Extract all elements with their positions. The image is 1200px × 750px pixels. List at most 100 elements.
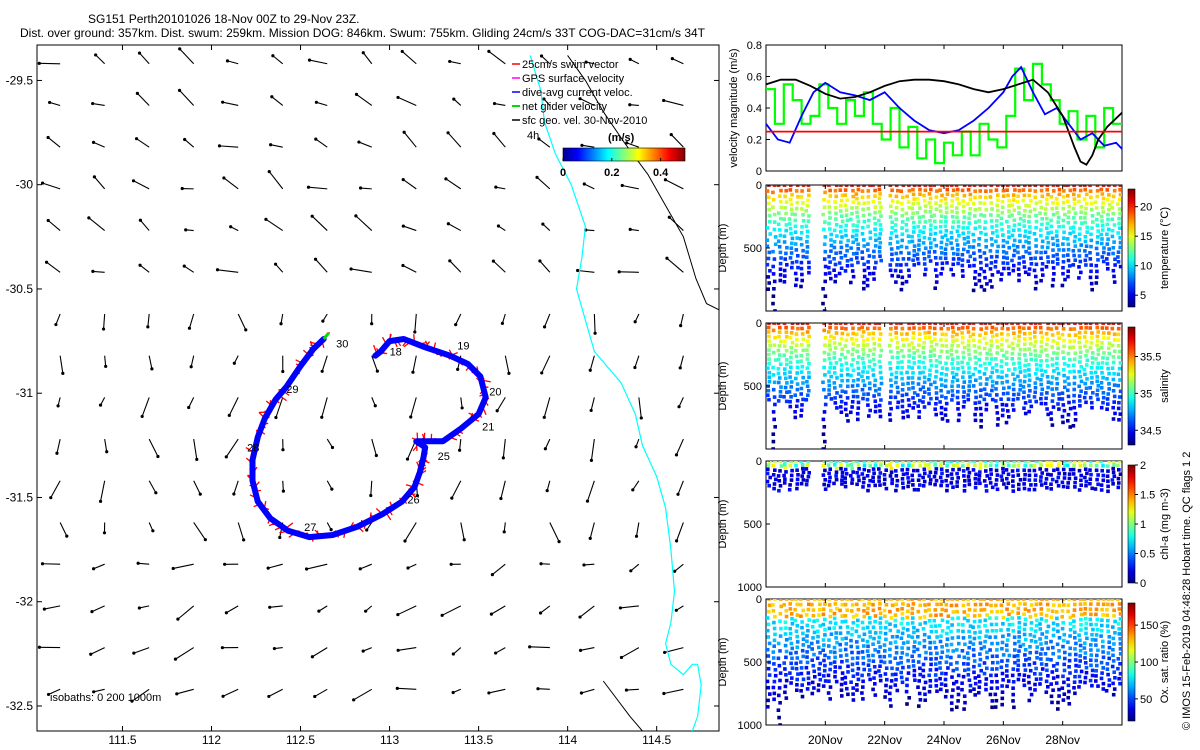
velocity-vector bbox=[622, 184, 639, 190]
profile-point bbox=[832, 341, 837, 345]
profile-point bbox=[1005, 607, 1009, 612]
profile-point bbox=[1095, 252, 1100, 256]
profile-point bbox=[801, 470, 806, 475]
profile-point bbox=[866, 260, 870, 264]
profile-point bbox=[772, 350, 776, 355]
velocity-vector bbox=[448, 223, 462, 232]
profile-point bbox=[1116, 338, 1121, 342]
profile-point bbox=[1107, 323, 1111, 325]
vector-head bbox=[588, 536, 592, 541]
profile-point bbox=[862, 392, 866, 396]
profile-point bbox=[1033, 256, 1037, 260]
profile-point bbox=[878, 471, 883, 475]
legend-item-gps: GPS surface velocity bbox=[512, 73, 625, 85]
profile-point bbox=[988, 476, 992, 481]
y-tick-label: -32 bbox=[16, 595, 34, 609]
profile-point bbox=[879, 227, 883, 232]
profile-point bbox=[950, 384, 954, 389]
profile-point bbox=[995, 648, 999, 652]
profile-point bbox=[955, 215, 959, 220]
profile-point bbox=[878, 332, 883, 336]
profile-point bbox=[790, 192, 794, 197]
vector-head bbox=[281, 369, 285, 374]
profile-point bbox=[1066, 376, 1070, 380]
profile-point bbox=[946, 390, 950, 394]
profile-point bbox=[810, 625, 815, 629]
velocity-vector bbox=[136, 138, 150, 148]
profile-point bbox=[862, 274, 867, 279]
profile-point bbox=[967, 482, 972, 487]
profile-point bbox=[982, 661, 987, 665]
profile-point bbox=[790, 260, 795, 265]
profile-point bbox=[868, 630, 872, 634]
profile-point bbox=[934, 684, 939, 688]
profile-point bbox=[1051, 260, 1055, 264]
profile-point bbox=[1099, 634, 1103, 638]
vector-head bbox=[624, 688, 629, 692]
profile-point bbox=[907, 205, 912, 210]
profile-point bbox=[807, 334, 811, 339]
profile-point bbox=[927, 608, 931, 612]
profile-point bbox=[990, 680, 994, 684]
profile-point bbox=[995, 219, 999, 223]
profile-point bbox=[1044, 635, 1049, 640]
profile-point bbox=[940, 343, 945, 348]
profile-point bbox=[1011, 397, 1016, 402]
profile-point bbox=[968, 461, 973, 463]
profile-point bbox=[1089, 244, 1093, 249]
profile-point bbox=[990, 325, 995, 330]
profile-point bbox=[1112, 349, 1117, 353]
vector-head bbox=[267, 694, 271, 699]
profile-point bbox=[1094, 275, 1099, 279]
profile-point bbox=[1052, 468, 1056, 473]
profile-point bbox=[777, 693, 781, 698]
profile-point bbox=[1082, 646, 1087, 650]
profile-point bbox=[929, 662, 933, 667]
velocity-vector bbox=[449, 60, 461, 65]
profile-point bbox=[857, 467, 861, 471]
profile-point bbox=[1084, 325, 1088, 330]
profile-point bbox=[815, 656, 820, 660]
profile-point bbox=[772, 380, 777, 385]
profile-point bbox=[1039, 359, 1043, 363]
profile-point bbox=[1096, 648, 1100, 653]
profile-point bbox=[862, 463, 867, 468]
profile-point bbox=[1079, 270, 1083, 275]
profile-point bbox=[1089, 269, 1093, 274]
profile-point bbox=[1074, 652, 1078, 657]
profile-point bbox=[912, 230, 916, 234]
profile-point bbox=[1066, 258, 1071, 263]
profile-point bbox=[850, 263, 854, 268]
profile-point bbox=[822, 323, 826, 325]
profile-point bbox=[851, 389, 856, 394]
profile-point bbox=[928, 684, 933, 688]
profile-point bbox=[945, 464, 949, 468]
profile-point bbox=[838, 665, 842, 670]
profile-point bbox=[955, 197, 960, 201]
profile-point bbox=[927, 474, 931, 478]
vector-head bbox=[665, 256, 669, 260]
profile-point bbox=[1032, 607, 1037, 612]
profile-point bbox=[795, 645, 800, 650]
profile-point bbox=[967, 211, 972, 216]
profile-point bbox=[772, 644, 776, 648]
profile-point bbox=[922, 405, 927, 409]
profile-point bbox=[910, 599, 914, 601]
profile-point bbox=[989, 339, 994, 343]
profile-point bbox=[1044, 396, 1048, 401]
profile-point bbox=[966, 188, 971, 192]
profile-point bbox=[811, 613, 816, 618]
profile-point bbox=[957, 412, 962, 417]
profile-point bbox=[1116, 476, 1121, 481]
profile-point bbox=[971, 647, 976, 652]
profile-point bbox=[888, 412, 892, 417]
profile-point bbox=[1049, 195, 1054, 199]
profile-point bbox=[1032, 268, 1037, 273]
profile-point bbox=[1017, 228, 1021, 232]
profile-point bbox=[996, 198, 1000, 203]
profile-point bbox=[1039, 657, 1043, 661]
profile-point bbox=[1027, 698, 1032, 703]
profile-point bbox=[767, 213, 772, 218]
profile-point bbox=[1023, 668, 1028, 672]
profile-point bbox=[979, 266, 983, 271]
